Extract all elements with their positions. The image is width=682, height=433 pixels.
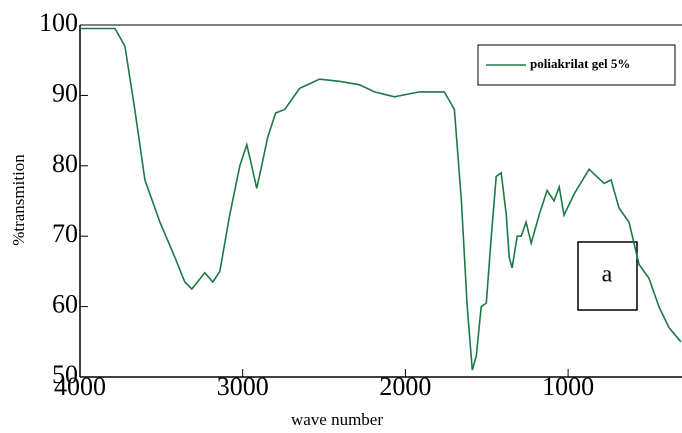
legend-label: poliakrilat gel 5% [530, 56, 630, 71]
spectrum-line [80, 27, 682, 371]
y-tick-label: 60 [52, 290, 78, 319]
y-axis-label: %transmition [9, 154, 28, 246]
annotation: a [602, 262, 613, 288]
x-axis-label: wave number [291, 410, 383, 429]
x-tick-label: 2000 [379, 372, 431, 401]
y-tick-label: 70 [52, 219, 78, 248]
y-tick-label: 80 [52, 149, 78, 178]
y-tick-label: 100 [39, 8, 78, 37]
x-tick-label: 3000 [217, 372, 269, 401]
x-tick-label: 4000 [54, 372, 106, 401]
x-tick-label: 1000 [542, 372, 594, 401]
y-tick-label: 90 [52, 78, 78, 107]
annotation-box [577, 241, 638, 311]
y-tick-label: 50 [52, 360, 78, 389]
